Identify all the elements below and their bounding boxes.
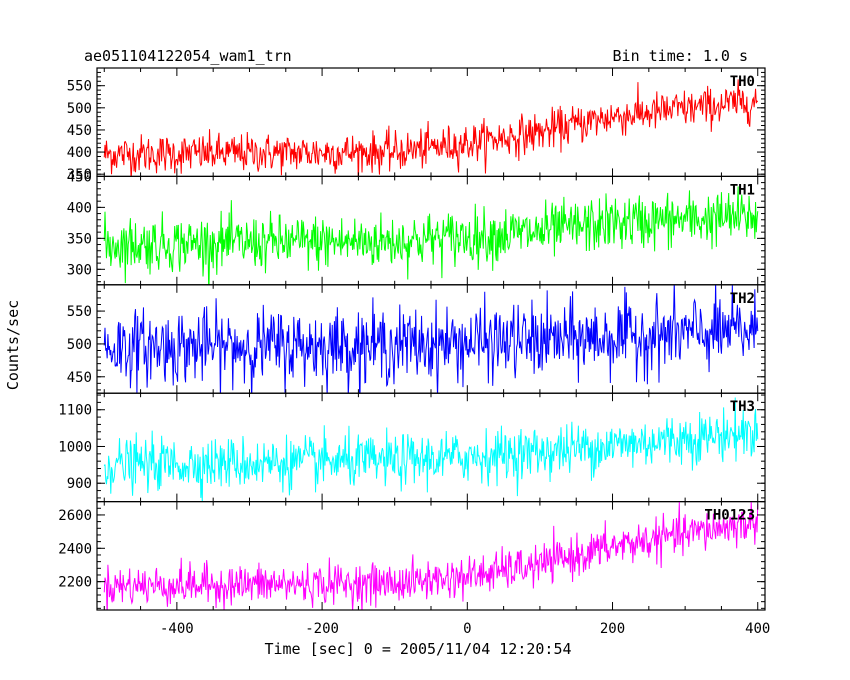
x-tick-label: 200 bbox=[600, 621, 625, 637]
y-tick-label: 350 bbox=[67, 167, 92, 183]
x-tick-label: -200 bbox=[305, 621, 339, 637]
chart-title: ae051104122054_wam1_trn bbox=[84, 47, 292, 65]
y-tick-label: 2200 bbox=[58, 575, 92, 591]
series-label-th1: TH1 bbox=[730, 182, 755, 198]
panel-frame bbox=[96, 501, 766, 611]
series-line-th1 bbox=[103, 186, 759, 285]
series-label-th2: TH2 bbox=[730, 291, 755, 307]
y-tick-label: 500 bbox=[67, 337, 92, 353]
x-axis: -400 -200 0 200 400 bbox=[160, 621, 770, 637]
panels: 350 400 450 500 550 TH0 300 350 400 450 TH1 450 500 5… bbox=[58, 67, 766, 611]
panel-th0: 350 400 450 500 550 TH0 bbox=[67, 67, 766, 183]
y-tick-label: 550 bbox=[67, 304, 92, 320]
series-line-th3 bbox=[103, 397, 759, 502]
y-axis-label: Counts/sec bbox=[4, 300, 22, 390]
bin-time-label: Bin time: 1.0 s bbox=[613, 47, 748, 65]
series-label-th0123: TH0123 bbox=[704, 508, 755, 524]
series-label-th0: TH0 bbox=[730, 74, 755, 90]
y-tick-label: 2400 bbox=[58, 541, 92, 557]
panel-th3: 900 1000 1100 TH3 bbox=[58, 392, 766, 503]
x-tick-label: 0 bbox=[463, 621, 471, 637]
y-tick-label: 1100 bbox=[58, 403, 92, 419]
panel-th0123: 2200 2400 2600 TH0123 bbox=[58, 501, 766, 611]
x-tick-label: 400 bbox=[745, 621, 770, 637]
y-tick-label: 350 bbox=[67, 231, 92, 247]
series-line-th2 bbox=[103, 284, 759, 394]
x-axis-label: Time [sec] 0 = 2005/11/04 12:20:54 bbox=[264, 640, 571, 658]
y-tick-label: 450 bbox=[67, 370, 92, 386]
series-label-th3: TH3 bbox=[730, 399, 755, 415]
y-tick-label: 500 bbox=[67, 101, 92, 117]
series-line-th0 bbox=[103, 79, 759, 177]
y-tick-label: 2600 bbox=[58, 508, 92, 524]
y-tick-label: 1000 bbox=[58, 439, 92, 455]
series-line-th0123 bbox=[103, 501, 759, 611]
panel-frame bbox=[96, 67, 766, 178]
y-tick-label: 900 bbox=[67, 476, 92, 492]
panel-th1: 300 350 400 450 TH1 bbox=[67, 169, 766, 286]
y-tick-label: 450 bbox=[67, 169, 92, 185]
x-tick-label: -400 bbox=[160, 621, 194, 637]
y-tick-label: 550 bbox=[67, 79, 92, 95]
y-tick-label: 400 bbox=[67, 145, 92, 161]
y-tick-label: 450 bbox=[67, 123, 92, 139]
y-tick-label: 300 bbox=[67, 262, 92, 278]
panel-th2: 450 500 550 TH2 bbox=[67, 284, 766, 394]
y-tick-label: 400 bbox=[67, 200, 92, 216]
